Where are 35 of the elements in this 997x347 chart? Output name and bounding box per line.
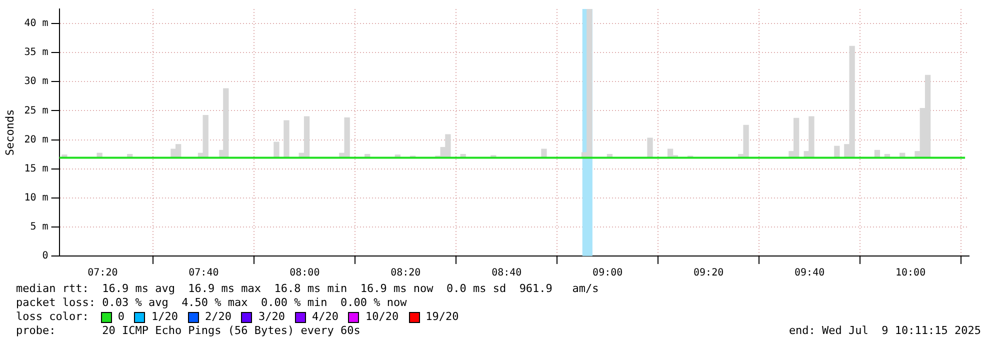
- y-tick-label: 35 m: [24, 47, 48, 58]
- x-tick-label: 08:20: [390, 268, 421, 279]
- x-tick-label: 09:00: [592, 268, 623, 279]
- legend-title: loss color:: [16, 310, 89, 324]
- bar: [274, 142, 280, 158]
- x-tick-label: 07:40: [188, 268, 219, 279]
- text: probe: 20 ICMP Echo Pings (56 Bytes) every 60s: [16, 324, 360, 338]
- y-tick-label: 20 m: [24, 134, 48, 146]
- y-tick-label: 10 m: [24, 192, 48, 204]
- legend-label: 1/20: [151, 310, 178, 324]
- legend-label: 2/20: [204, 310, 232, 324]
- legend-label: 10/20: [365, 310, 399, 324]
- y-tick-label: 0: [42, 250, 48, 262]
- y-axis-title: Seconds: [3, 109, 16, 156]
- y-tick-label: 15 m: [24, 163, 48, 174]
- x-tick-label: 07:20: [88, 268, 118, 279]
- legend-label: 4/20: [312, 310, 338, 324]
- y-tick-label: 5 m: [30, 222, 48, 233]
- y-tick-label: 25 m: [24, 105, 48, 116]
- legend-label: 0: [118, 310, 124, 324]
- text: end: Wed Jul 9 10:11:15 2025: [788, 324, 981, 338]
- x-tick-label: 09:20: [694, 268, 724, 279]
- bar: [223, 88, 229, 158]
- bar: [284, 120, 290, 158]
- bar: [647, 138, 653, 158]
- x-tick-label: 08:00: [290, 268, 320, 279]
- x-tick-label: 10:00: [895, 268, 926, 279]
- x-tick-label: 08:40: [492, 268, 522, 279]
- x-tick-label: 09:40: [794, 268, 825, 279]
- text: packet loss: 0.03 % avg 4.50 % max 0.00 % min 0.00 % now: [16, 296, 408, 310]
- legend-label: 3/20: [258, 310, 285, 324]
- legend-label: 19/20: [426, 310, 459, 324]
- y-tick-label: 40 m: [24, 18, 48, 30]
- text: median rtt: 16.9 ms avg 16.9 ms max 16.8 ms min 16.9 ms now 0.0 ms sd 961.9 am/s: [16, 282, 600, 296]
- y-tick-label: 30 m: [24, 76, 48, 88]
